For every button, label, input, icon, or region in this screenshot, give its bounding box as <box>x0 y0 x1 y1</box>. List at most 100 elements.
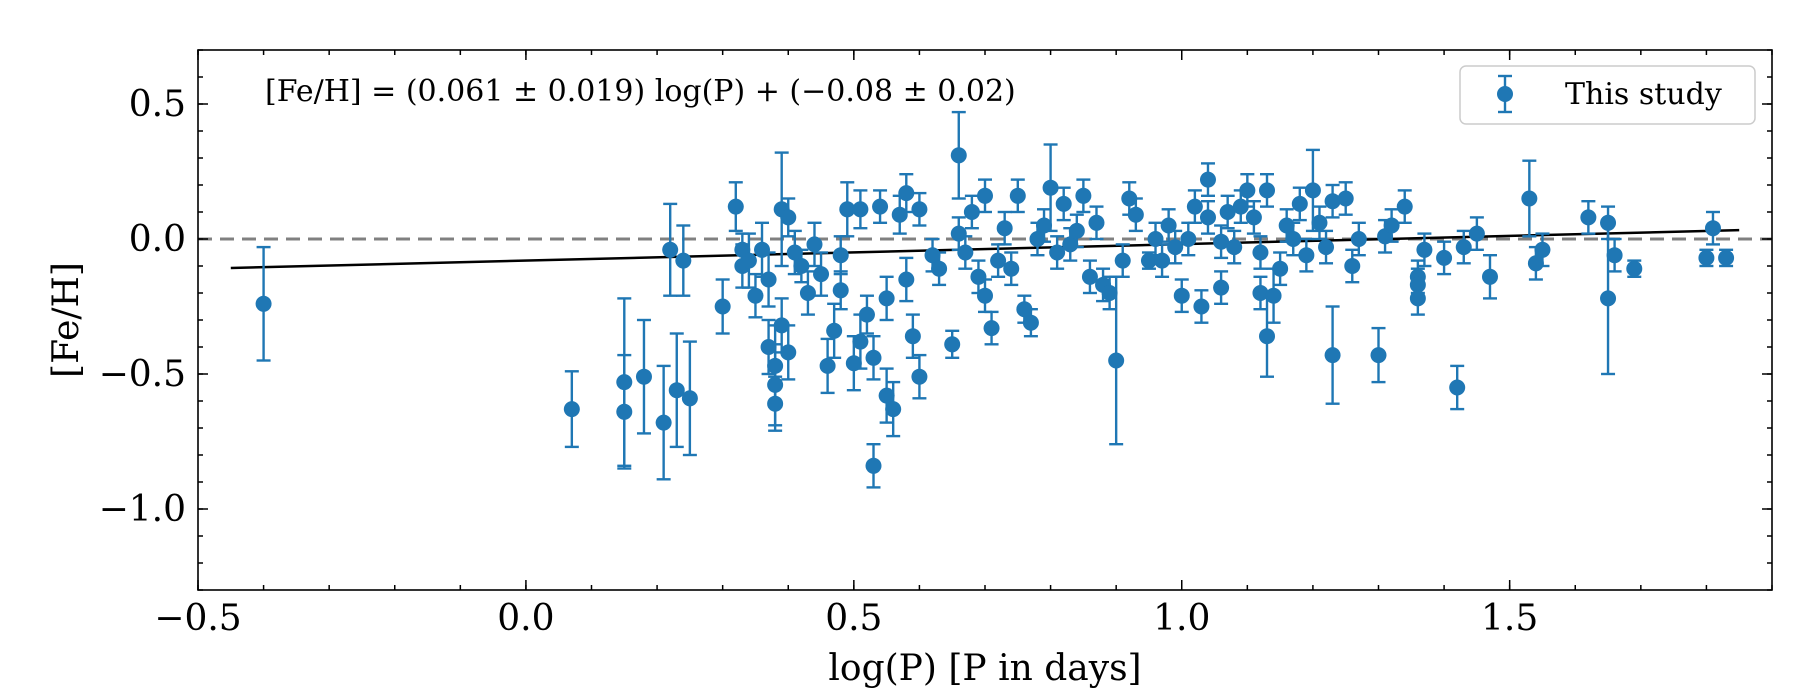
data-point <box>1232 198 1249 215</box>
data-point <box>1114 252 1131 269</box>
data-point <box>668 382 685 399</box>
x-axis-label: log(P) [P in days] <box>828 648 1141 689</box>
data-point <box>1698 249 1715 266</box>
fit-equation-annotation: [Fe/H] = (0.061 ± 0.019) log(P) + (−0.08… <box>265 74 1016 109</box>
data-point <box>898 271 915 288</box>
data-point <box>872 198 889 215</box>
data-point <box>1409 290 1426 307</box>
data-point <box>1285 231 1302 247</box>
data-point <box>760 339 777 355</box>
data-point <box>1291 195 1308 212</box>
data-point <box>1036 217 1053 234</box>
data-point <box>1521 190 1538 207</box>
data-point <box>747 287 764 304</box>
x-tick-label: 1.5 <box>1481 598 1538 639</box>
data-point <box>885 401 902 418</box>
data-point <box>767 376 784 393</box>
data-point <box>1580 209 1597 226</box>
data-point <box>950 147 967 164</box>
data-point <box>1022 314 1039 331</box>
data-point <box>832 247 849 264</box>
data-point <box>780 209 797 226</box>
data-point <box>826 322 843 339</box>
x-tick-label: −0.5 <box>154 598 241 639</box>
data-point <box>878 387 895 404</box>
data-point <box>1226 239 1243 256</box>
data-point <box>1481 268 1498 285</box>
legend: This study <box>1459 65 1756 125</box>
data-point <box>813 266 830 283</box>
data-point <box>1167 239 1184 256</box>
data-point <box>662 241 679 258</box>
data-point <box>563 401 580 418</box>
data-point <box>944 336 961 353</box>
data-point <box>806 236 823 253</box>
data-point <box>1370 347 1387 364</box>
data-point <box>786 244 803 261</box>
data-point <box>983 320 1000 337</box>
fit-line-layer <box>230 228 1740 270</box>
data-point <box>1527 255 1544 272</box>
data-point <box>754 241 771 258</box>
data-point <box>839 201 856 218</box>
data-point <box>1186 198 1203 215</box>
data-point <box>931 260 948 277</box>
data-point <box>681 390 698 407</box>
data-point <box>773 317 790 334</box>
data-point <box>878 290 895 307</box>
data-point <box>1259 182 1276 199</box>
data-point <box>858 306 875 323</box>
data-point <box>1016 301 1033 318</box>
y-tick-label: −1.0 <box>99 489 186 530</box>
fit-line <box>230 228 1740 270</box>
data-point <box>1029 231 1046 247</box>
data-point <box>616 374 633 391</box>
data-point <box>891 206 908 223</box>
legend-marker-dot <box>1497 86 1513 102</box>
data-point <box>1416 241 1433 258</box>
data-point <box>1383 217 1400 234</box>
data-point <box>1068 222 1085 239</box>
data-point <box>1180 231 1197 247</box>
data-point <box>911 201 928 218</box>
legend-label: This study <box>1565 77 1722 112</box>
data-point <box>780 344 797 361</box>
data-point <box>1140 252 1157 269</box>
data-point <box>635 368 652 385</box>
data-point <box>1009 187 1026 204</box>
data-point <box>1436 249 1453 266</box>
data-point <box>1606 247 1623 264</box>
data-point <box>977 287 993 304</box>
data-point <box>1396 198 1413 215</box>
data-point <box>996 220 1013 237</box>
data-point <box>1049 244 1066 261</box>
data-point <box>1704 220 1721 237</box>
data-point <box>1272 260 1289 277</box>
data-point <box>1199 171 1216 188</box>
data-point <box>1265 287 1282 304</box>
data-point <box>1468 225 1485 242</box>
data-point <box>852 333 869 350</box>
data-point <box>1304 182 1321 199</box>
data-point <box>1213 233 1230 250</box>
data-point <box>1318 239 1335 256</box>
x-tick-label: 0.5 <box>825 598 882 639</box>
data-point <box>616 403 633 420</box>
data-point <box>1219 204 1236 220</box>
data-point <box>1160 217 1177 234</box>
data-point <box>977 187 993 204</box>
data-point <box>793 258 810 274</box>
data-point <box>1042 179 1059 196</box>
ticks-layer <box>197 49 1773 591</box>
data-point <box>1600 214 1617 231</box>
data-point <box>1199 209 1216 226</box>
data-point <box>1252 244 1269 261</box>
data-point <box>255 295 272 312</box>
data-point <box>845 355 862 372</box>
data-point <box>924 247 941 264</box>
data-point <box>865 457 882 474</box>
data-point <box>655 414 672 431</box>
data-point <box>767 357 784 374</box>
data-point <box>1088 214 1105 231</box>
data-point <box>1259 328 1276 345</box>
